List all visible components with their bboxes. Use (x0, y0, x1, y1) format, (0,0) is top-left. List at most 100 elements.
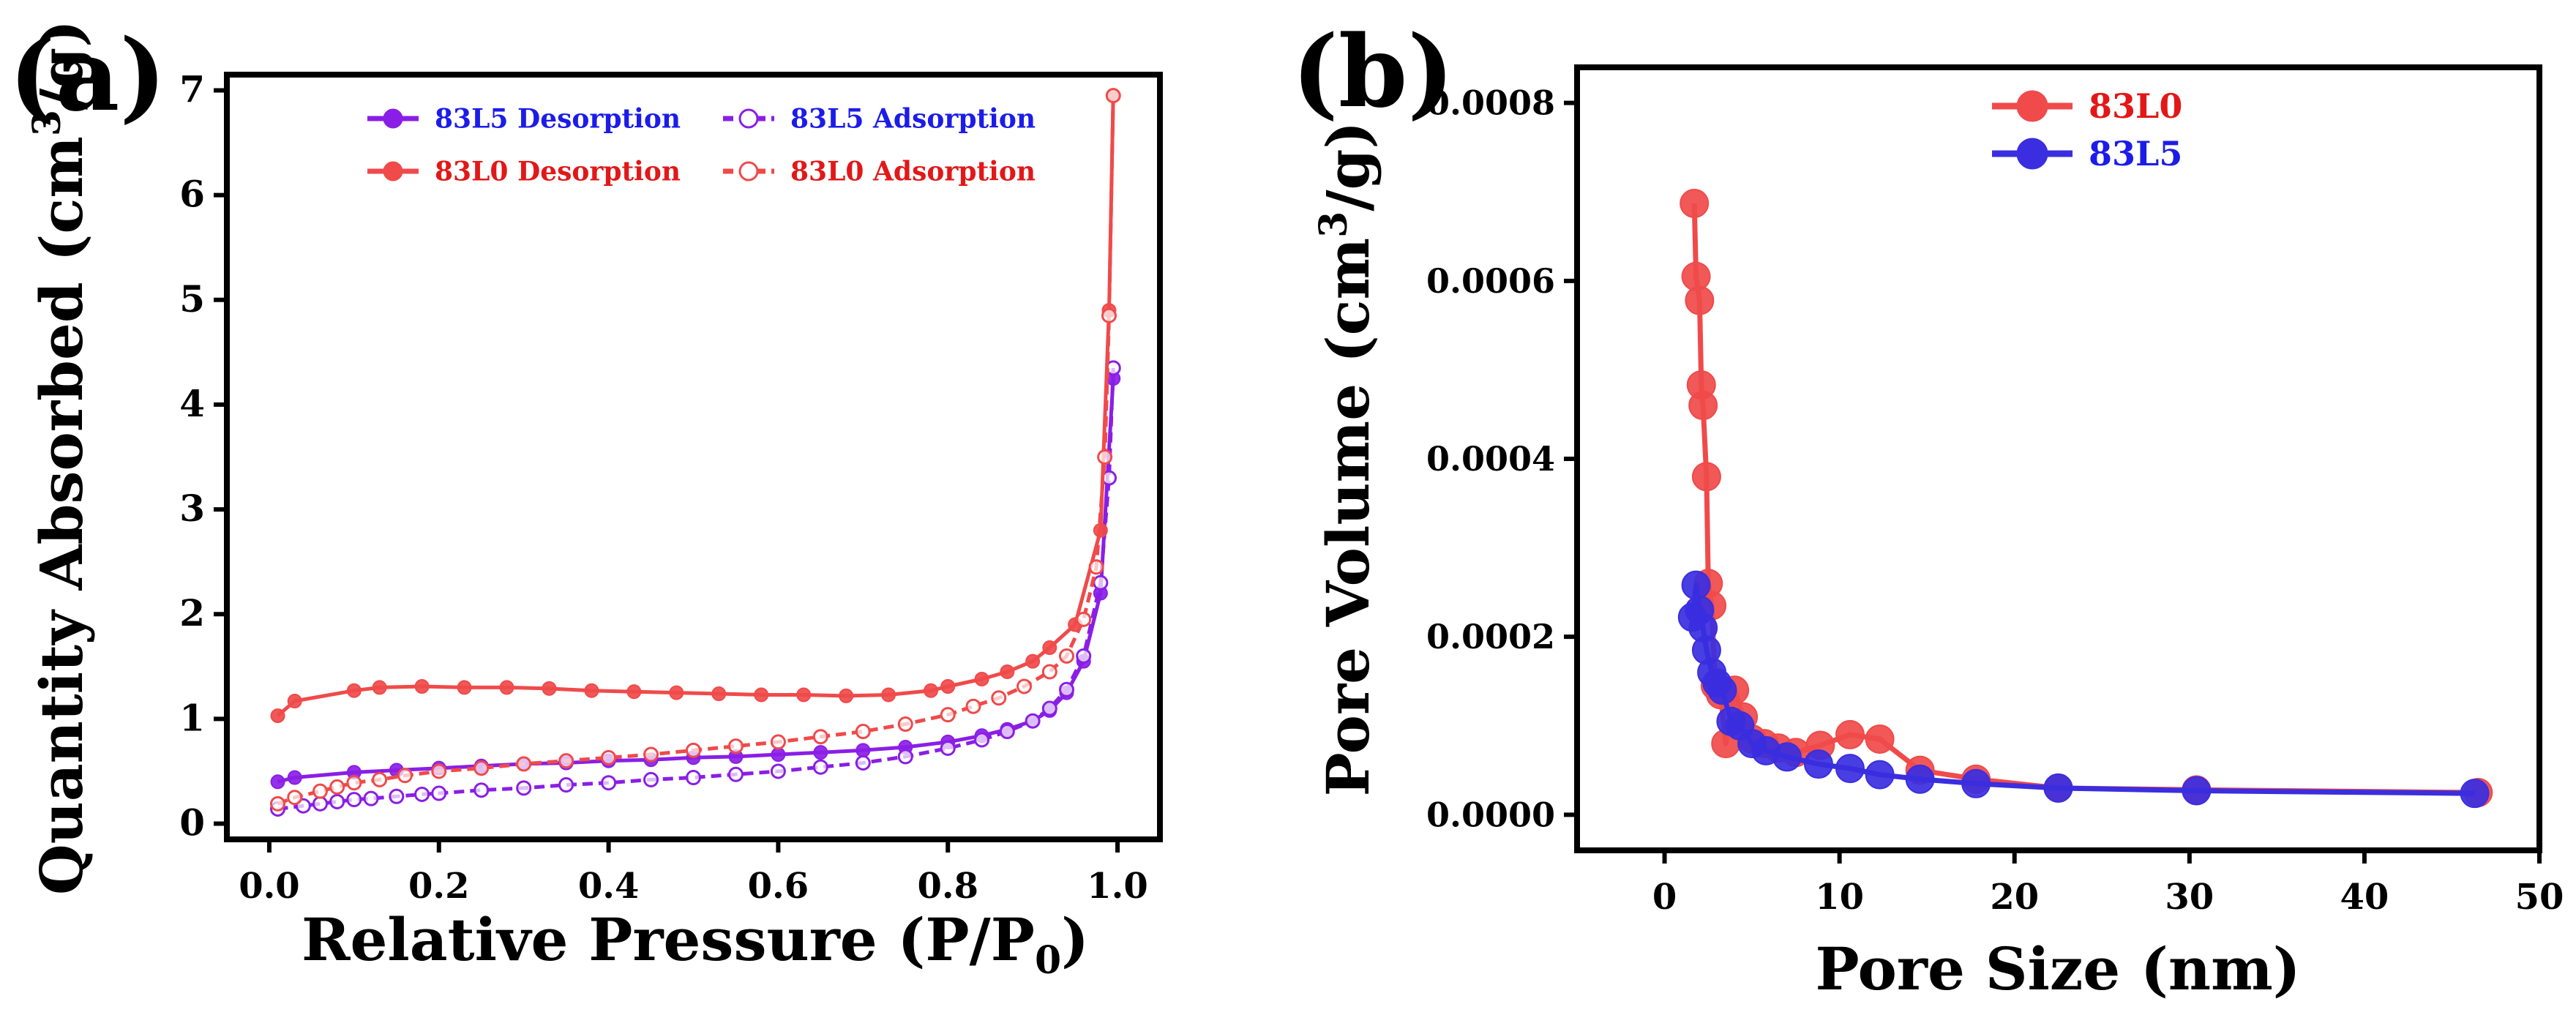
data-point-83l0-desorption (881, 687, 896, 703)
panel-a-series-group (270, 88, 1121, 817)
data-point-83l5 (1707, 675, 1737, 705)
data-point-83l5 (2043, 773, 2073, 803)
data-point-83l0 (1680, 189, 1710, 219)
data-point-83l0-adsorption (346, 775, 362, 791)
data-point-83l0-desorption (499, 680, 514, 695)
data-point-83l5 (1905, 764, 1935, 794)
data-point-83l5-adsorption (473, 782, 490, 798)
y-tick-label: 1 (179, 696, 205, 739)
data-point-83l0-adsorption (1097, 449, 1113, 465)
data-point-83l5-adsorption (363, 790, 379, 806)
data-point-83l0-desorption (372, 680, 387, 695)
data-point-83l0-adsorption (727, 738, 744, 754)
data-point-83l5-adsorption (855, 755, 871, 771)
data-point-83l0 (1685, 285, 1715, 315)
data-point-83l5-adsorption (999, 724, 1015, 740)
series-line-83l0 (1691, 203, 2479, 795)
data-point-83l5-adsorption (727, 766, 744, 782)
y-tick-label: 6 (179, 173, 205, 216)
data-point-83l0-adsorption (940, 707, 956, 723)
data-point-83l5 (1961, 768, 1991, 798)
data-point-83l5-adsorption (558, 777, 574, 793)
data-point-83l0 (1865, 724, 1895, 754)
data-point-83l0-adsorption (965, 698, 981, 714)
x-tick-label: 0.4 (578, 866, 640, 907)
data-point-83l0-adsorption (431, 763, 447, 779)
legend-label-83l0-adsorption: 83L0 Adsorption (790, 157, 1036, 187)
x-tick-label: 40 (2340, 877, 2389, 918)
x-tick-label: 1.0 (1087, 866, 1148, 907)
data-point-83l5 (2182, 776, 2212, 806)
data-point-83l0 (1681, 261, 1711, 291)
data-point-83l5-adsorption (812, 759, 828, 775)
y-tick-label: 0.0000 (1426, 795, 1555, 834)
data-point-83l5 (2460, 779, 2490, 809)
data-point-83l0-desorption (270, 708, 285, 724)
data-point-83l5 (1803, 749, 1833, 779)
panel-b-legend: 83L0 83L5 (1992, 86, 2182, 173)
y-tick-label: 7 (179, 67, 205, 111)
panel-b-series-group (1677, 189, 2493, 809)
series-line-83l0-desorption (276, 95, 1115, 717)
legend-marker-83l0-adsorption (738, 161, 759, 181)
data-point-83l5-adsorption (1025, 713, 1041, 729)
data-point-83l0-adsorption (812, 729, 828, 745)
data-point-83l0-adsorption (991, 690, 1007, 706)
data-point-83l0-adsorption (1105, 88, 1121, 104)
panel-a-y-axis-title: Quantity Absorbed (cm3/g) (25, 20, 96, 895)
panel-a-ticks: 0.0 0.2 0.4 0.6 0.8 1.0 0 1 2 3 4 5 6 7 (179, 67, 1148, 907)
data-point-83l0-desorption (1000, 664, 1015, 679)
data-point-83l0-adsorption (897, 716, 913, 733)
data-point-83l0-desorption (457, 680, 472, 695)
y-tick-label: 3 (179, 487, 205, 530)
x-tick-label: 10 (1815, 877, 1864, 918)
data-point-83l5-adsorption (516, 780, 532, 796)
data-point-83l0-adsorption (1016, 678, 1033, 694)
data-point-83l5-adsorption (389, 788, 405, 804)
legend-marker-83l0 (2016, 90, 2048, 122)
data-point-83l5 (1865, 760, 1895, 790)
data-point-83l0-desorption (414, 679, 430, 694)
x-tick-label: 20 (1990, 877, 2039, 918)
data-point-83l0-desorption (924, 683, 939, 698)
x-tick-label: 30 (2165, 877, 2214, 918)
data-point-83l0-adsorption (643, 746, 659, 763)
data-point-83l5-adsorption (974, 732, 990, 748)
x-tick-label: 0.0 (239, 866, 300, 907)
data-point-83l0-desorption (626, 684, 642, 700)
data-point-83l5-adsorption (940, 740, 956, 756)
data-point-83l5-adsorption (770, 763, 786, 779)
data-point-83l0-adsorption (686, 742, 701, 758)
y-tick-label: 4 (179, 382, 205, 425)
data-point-83l5-adsorption (312, 795, 328, 812)
data-point-83l0-adsorption (397, 768, 413, 784)
data-point-83l5-adsorption (414, 786, 430, 802)
panel-b-label: (b) (1292, 13, 1454, 130)
y-tick-label: 0.0008 (1426, 83, 1555, 123)
data-point-83l0-adsorption (1088, 559, 1104, 575)
legend-label-83l5-adsorption: 83L5 Adsorption (790, 104, 1036, 135)
data-point-83l0-desorption (754, 687, 769, 703)
panel-a-axes-frame (224, 72, 1163, 842)
data-point-83l5-desorption (270, 774, 285, 790)
y-tick-label: 0.0002 (1426, 617, 1555, 656)
data-point-83l0-adsorption (372, 771, 388, 787)
legend-label-83l5-desorption: 83L5 Desorption (435, 104, 681, 135)
data-point-83l0-desorption (974, 671, 989, 686)
data-point-83l0-adsorption (1101, 307, 1117, 323)
x-tick-label: 0.2 (408, 866, 470, 907)
x-tick-label: 50 (2515, 877, 2564, 918)
data-point-83l0 (1835, 719, 1865, 749)
data-point-83l0-desorption (1042, 640, 1057, 656)
data-point-83l0-adsorption (312, 783, 328, 799)
data-point-83l5-desorption (855, 743, 871, 758)
legend-marker-83l5-desorption (383, 108, 403, 129)
data-point-83l5 (1772, 742, 1802, 772)
data-point-83l5-desorption (287, 770, 302, 785)
x-tick-label: 0 (1652, 877, 1677, 918)
panel-b: (b) 0 10 20 30 40 500.00000.00020.00040.00060… (1292, 13, 2564, 1003)
legend-marker-83l0-desorption (383, 161, 403, 181)
y-tick-label: 2 (179, 591, 205, 634)
data-point-83l5-adsorption (1076, 648, 1092, 664)
data-point-83l0-adsorption (1041, 664, 1057, 680)
